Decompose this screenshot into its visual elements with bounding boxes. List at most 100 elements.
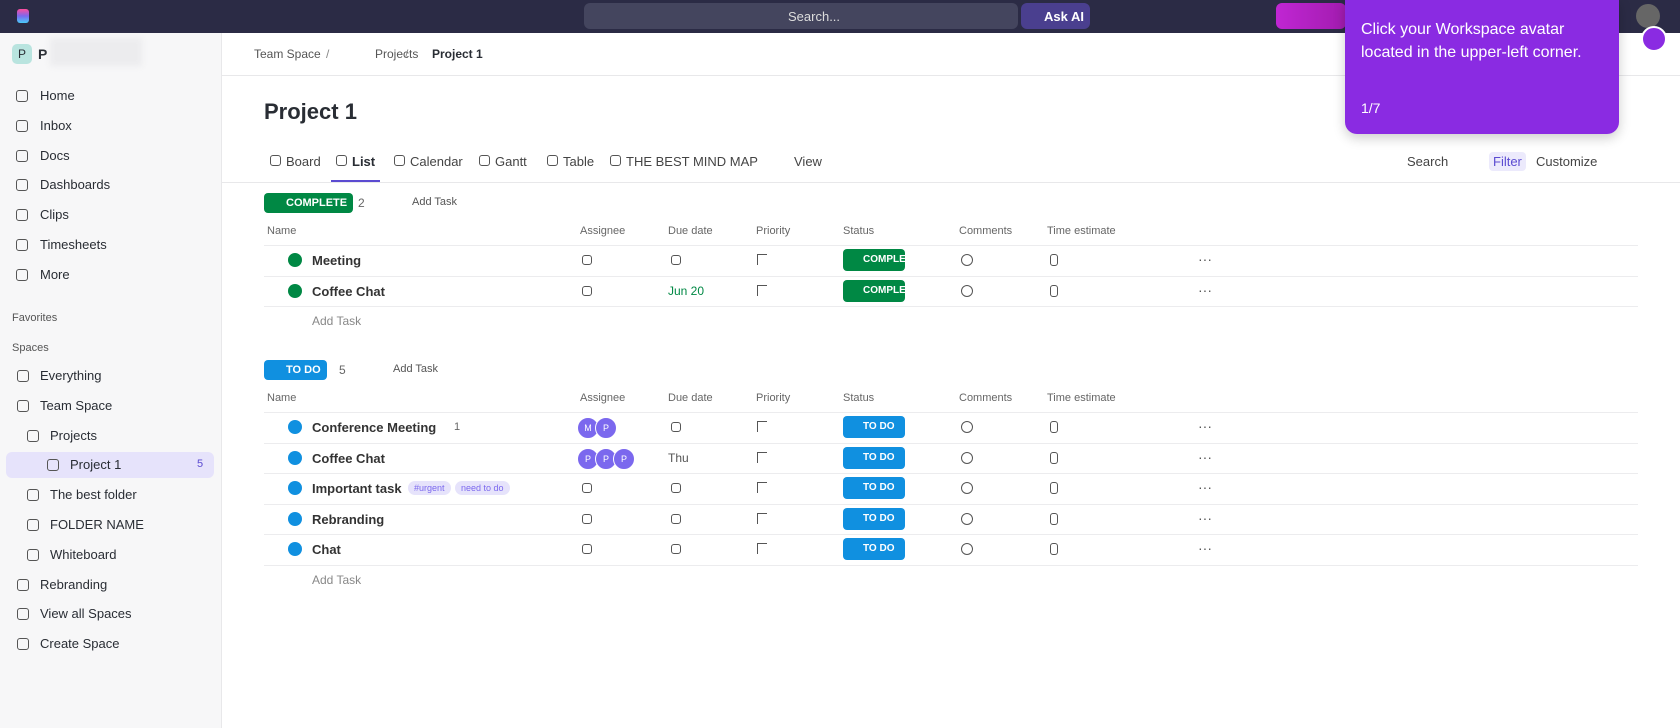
row-menu[interactable]: ··· xyxy=(1198,479,1212,496)
row-menu[interactable]: ··· xyxy=(1198,540,1212,557)
time-icon[interactable] xyxy=(1050,543,1058,556)
task-name[interactable]: Meeting xyxy=(312,253,362,268)
comment-icon[interactable] xyxy=(961,254,973,266)
comment-icon[interactable] xyxy=(961,284,973,297)
nav-item[interactable]: Home xyxy=(40,88,75,103)
view-tab[interactable]: Table xyxy=(563,154,595,169)
favorites-label[interactable]: Favorites xyxy=(12,312,58,324)
task-status[interactable]: COMPLETE xyxy=(843,279,919,302)
comment-icon[interactable] xyxy=(961,421,973,433)
priority-flag[interactable] xyxy=(757,254,767,265)
search-box[interactable] xyxy=(584,3,1018,29)
time-icon[interactable] xyxy=(1050,482,1058,495)
row-menu[interactable]: ··· xyxy=(1198,418,1212,434)
space-item[interactable]: Whiteboard xyxy=(50,546,117,562)
view-tab[interactable]: Calendar xyxy=(410,154,463,169)
time-icon[interactable] xyxy=(1050,451,1058,464)
comment-icon[interactable] xyxy=(961,482,973,495)
time-icon[interactable] xyxy=(1050,512,1058,525)
row-menu[interactable]: ··· xyxy=(1198,509,1212,526)
toolbar-action[interactable]: Customize xyxy=(1536,154,1598,169)
task-status[interactable]: TO DO xyxy=(843,538,905,561)
ask-ai-label[interactable]: Ask AI xyxy=(1044,9,1084,24)
task-name[interactable]: Conference Meeting xyxy=(312,420,437,435)
space-item[interactable]: Team Space xyxy=(40,397,113,413)
column-header: Name xyxy=(267,392,297,404)
group-add-task[interactable]: Add Task xyxy=(412,196,458,208)
assignee-icon[interactable] xyxy=(582,285,592,296)
task-status[interactable]: TO DO xyxy=(843,507,905,530)
view-tab[interactable]: THE BEST MIND MAP xyxy=(626,154,758,169)
add-row[interactable]: Add Task xyxy=(312,573,362,587)
nav-item[interactable]: Timesheets xyxy=(40,237,107,252)
priority-flag[interactable] xyxy=(757,543,767,555)
task-name[interactable]: Rebranding xyxy=(312,511,385,527)
task-name[interactable]: Coffee Chat xyxy=(312,450,385,466)
breadcrumb-item[interactable]: Team Space xyxy=(254,47,321,61)
due-icon[interactable] xyxy=(671,513,681,524)
due-date[interactable]: Jun 20 xyxy=(668,283,705,298)
search-placeholder[interactable]: Search... xyxy=(788,9,841,24)
space-item[interactable]: The best folder xyxy=(50,487,137,503)
time-icon[interactable] xyxy=(1050,284,1058,297)
space-item[interactable]: FOLDER NAME xyxy=(50,517,144,532)
status-pill[interactable]: COMPLETE xyxy=(264,193,354,213)
group-add-task[interactable]: Add Task xyxy=(393,363,439,375)
task-status[interactable]: TO DO xyxy=(843,446,905,469)
due-icon[interactable] xyxy=(671,483,681,494)
nav-item[interactable]: Clips xyxy=(40,207,69,223)
space-item[interactable]: Create Space xyxy=(40,636,120,652)
add-row[interactable]: Add Task xyxy=(312,314,362,329)
breadcrumb-item[interactable]: Project 1 xyxy=(432,47,483,61)
workspace-name[interactable]: P xyxy=(38,46,48,62)
breadcrumb-item[interactable]: Projects xyxy=(375,47,419,61)
row-menu[interactable]: ··· xyxy=(1198,251,1212,267)
task-status[interactable]: TO DO xyxy=(843,416,905,438)
toolbar-action[interactable]: Search xyxy=(1407,154,1449,169)
due-icon[interactable] xyxy=(671,255,681,265)
space-item[interactable]: Project 1 xyxy=(70,457,122,473)
due-icon[interactable] xyxy=(671,544,681,555)
due-date[interactable]: Thu xyxy=(668,450,689,465)
time-icon[interactable] xyxy=(1050,254,1058,266)
comment-icon[interactable] xyxy=(961,543,973,556)
nav-item[interactable]: Docs xyxy=(40,147,70,163)
assignee-icon[interactable] xyxy=(582,513,592,524)
priority-flag[interactable] xyxy=(757,482,767,494)
toolbar-action[interactable]: Filter xyxy=(1489,152,1526,171)
nav-item[interactable]: More xyxy=(40,266,70,282)
task-status[interactable]: TO DO xyxy=(843,477,905,500)
space-item[interactable]: Projects xyxy=(50,427,97,443)
task-name[interactable]: Important task xyxy=(312,481,402,497)
nav-item[interactable]: Inbox xyxy=(40,117,72,133)
view-tab[interactable]: Board xyxy=(286,154,321,169)
workspace-avatar[interactable]: P xyxy=(12,44,32,64)
space-item[interactable]: Everything xyxy=(40,368,102,383)
assignee-icon[interactable] xyxy=(582,483,592,494)
view-tab[interactable]: List xyxy=(352,154,376,169)
comment-icon[interactable] xyxy=(961,512,973,525)
space-item[interactable]: Rebranding xyxy=(40,576,108,592)
task-name[interactable]: Chat xyxy=(312,542,341,558)
nav-item[interactable]: Dashboards xyxy=(40,177,111,193)
status-pill[interactable]: TO DO xyxy=(264,360,327,380)
assignee-icon[interactable] xyxy=(582,544,592,555)
assignee-icon[interactable] xyxy=(582,255,592,265)
row-menu[interactable]: ··· xyxy=(1198,448,1212,465)
row-menu[interactable]: ··· xyxy=(1198,281,1212,298)
ask-ai-button[interactable] xyxy=(1021,3,1090,29)
time-icon[interactable] xyxy=(1050,421,1058,433)
view-icon xyxy=(610,155,621,166)
space-item[interactable]: View all Spaces xyxy=(40,606,132,622)
task-name[interactable]: Coffee Chat xyxy=(312,283,385,299)
comment-icon[interactable] xyxy=(961,451,973,464)
priority-flag[interactable] xyxy=(757,284,767,296)
task-status[interactable]: COMPLETE xyxy=(843,249,919,271)
view-tab[interactable]: Gantt xyxy=(495,154,527,169)
priority-flag[interactable] xyxy=(757,421,767,432)
due-icon[interactable] xyxy=(671,422,681,432)
user-avatar[interactable] xyxy=(1636,4,1660,28)
add-view[interactable]: View xyxy=(794,154,822,169)
priority-flag[interactable] xyxy=(757,512,767,524)
priority-flag[interactable] xyxy=(757,451,767,463)
